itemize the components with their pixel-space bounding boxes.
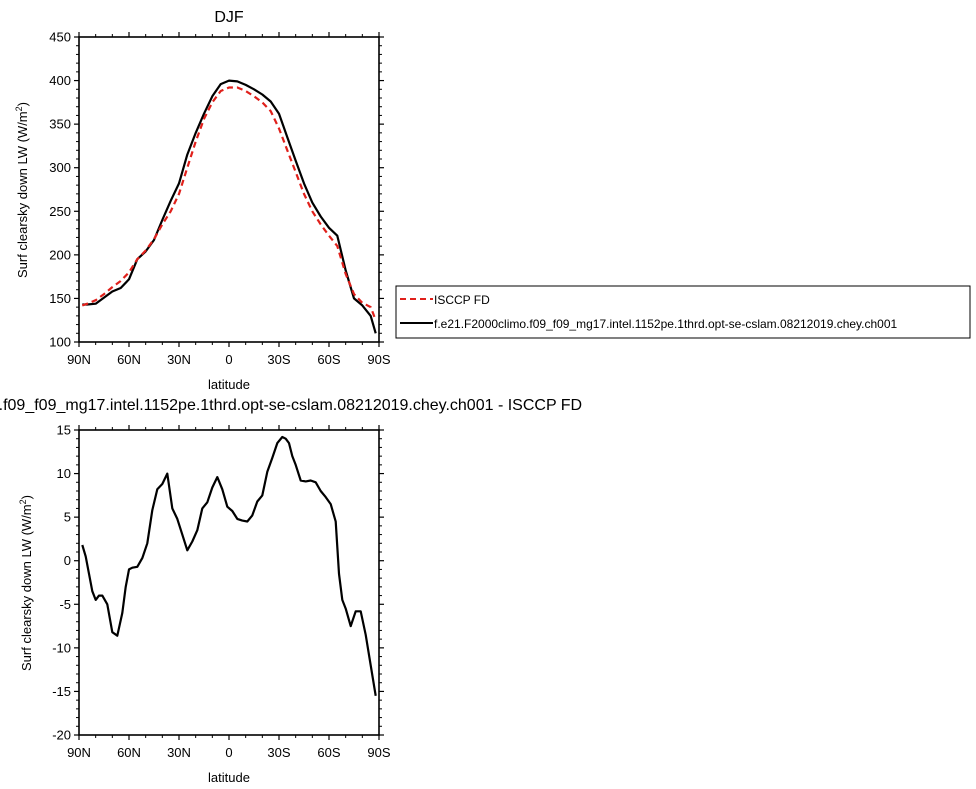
bottom-y-axis-label: Surf clearsky down LW (W/m2) [18,495,34,671]
bottom-plot-frame [78,429,380,736]
series-line-model [81,435,377,696]
y-tick-label: -10 [52,640,71,655]
y-tick-label: 100 [49,335,71,350]
x-tick-label: 60S [317,352,340,367]
bottom-panel: f.e21.F2000climo.f09_f09_mg17.intel.1152… [0,397,582,785]
y-tick-label: -5 [59,597,71,612]
y-tick-label: 10 [57,466,71,481]
bottom-plot-area [81,435,377,696]
x-tick-label: 90N [67,745,91,760]
y-tick-label: -15 [52,684,71,699]
x-tick-label: 0 [225,745,232,760]
x-tick-label: 60N [117,352,141,367]
x-tick-label: 30N [167,352,191,367]
top-y-axis-label: Surf clearsky down LW (W/m2) [14,102,30,278]
series-line-isccp-fd [81,86,377,321]
legend-entry-isccp: ISCCP FD [434,293,490,307]
y-tick-label: 200 [49,247,71,262]
top-plot-area [81,79,377,334]
y-tick-label: 5 [64,510,71,525]
y-tick-label: 300 [49,160,71,175]
x-tick-label: 0 [225,352,232,367]
y-tick-label: 250 [49,204,71,219]
top-plot-frame [78,36,380,343]
bottom-chart-title: f.e21.F2000climo.f09_f09_mg17.intel.1152… [0,397,582,414]
x-tick-label: 30S [267,745,290,760]
x-tick-label: 30N [167,745,191,760]
x-tick-label: 30S [267,352,290,367]
bottom-y-axis: -20 -15 -10 -5 0 5 10 15 [52,423,384,743]
y-tick-label: -20 [52,728,71,743]
x-tick-label: 90N [67,352,91,367]
x-tick-label: 60N [117,745,141,760]
x-tick-label: 60S [317,745,340,760]
y-tick-label: 350 [49,117,71,132]
legend-box [395,285,971,339]
legend: ISCCP FD f.e21.F2000climo.f09_f09_mg17.i… [395,285,971,339]
top-x-axis: 90N 60N 30N 0 30S 60S 90S [67,32,391,367]
y-tick-label: 150 [49,291,71,306]
series-line-model [82,79,377,334]
x-tick-label: 90S [367,352,390,367]
bottom-x-axis: 90N 60N 30N 0 30S 60S 90S [67,425,391,760]
y-tick-label: 15 [57,423,71,438]
top-panel: DJF 100 150 200 250 300 350 400 450 90N 60N 30N 0 3… [14,9,391,392]
top-x-axis-label: latitude [208,377,250,392]
x-tick-label: 90S [367,745,390,760]
y-tick-label: 450 [49,30,71,45]
top-chart-title: DJF [214,9,244,26]
legend-entry-model: f.e21.F2000climo.f09_f09_mg17.intel.1152… [434,317,898,331]
y-tick-label: 400 [49,73,71,88]
top-y-axis: 100 150 200 250 300 350 400 450 [49,30,384,350]
y-tick-label: 0 [64,553,71,568]
bottom-x-axis-label: latitude [208,770,250,785]
